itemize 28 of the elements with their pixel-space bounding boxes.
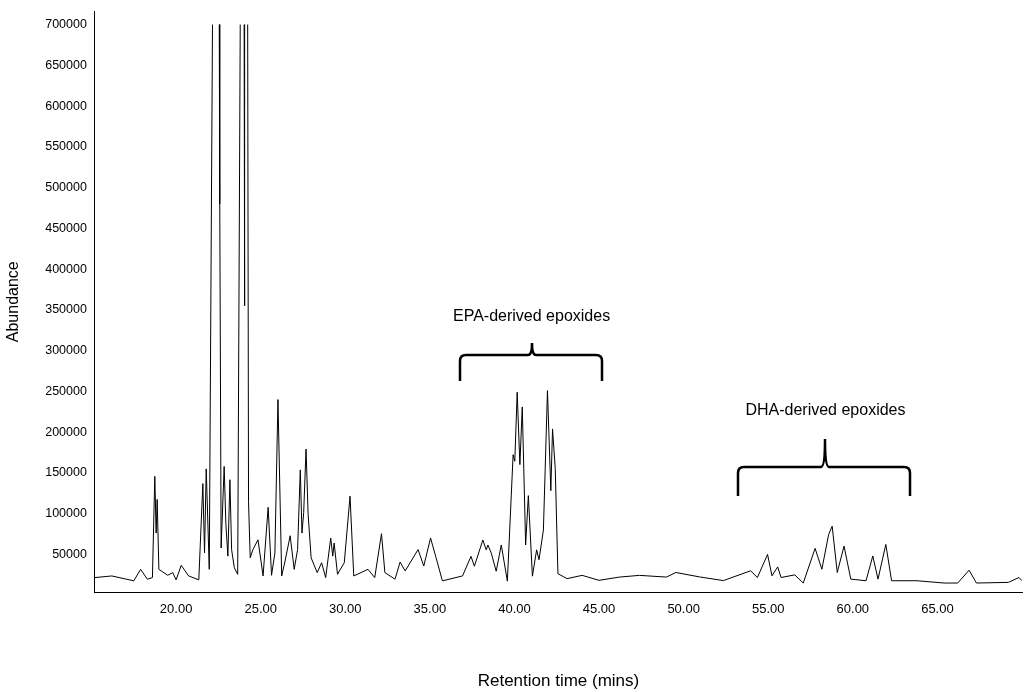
y-tick-label: 400000 [45,261,87,276]
x-tick-label: 40.00 [498,601,531,617]
x-tick-label: 45.00 [582,601,616,617]
x-tick-label: 65.00 [921,601,954,617]
y-tick-label: 700000 [45,17,87,31]
y-tick-label: 350000 [45,302,87,317]
y-tick-label: 100000 [45,506,87,521]
y-tick-label: 500000 [45,180,87,195]
y-tick-label: 550000 [45,139,87,154]
annotation: EPA-derived epoxides [453,307,611,325]
x-tick-label: 50.00 [667,601,700,617]
y-tick-label: 300000 [45,343,87,358]
y-tick-label: 50000 [52,546,87,561]
x-tick-label: 55.00 [751,601,785,617]
x-tick-label: 20.00 [159,601,193,617]
x-tick-label: 60.00 [836,601,870,617]
annotation: DHA-derived epoxides [745,401,906,419]
y-tick-label: 650000 [45,57,87,72]
x-tick-label: 25.00 [244,601,277,617]
y-axis-title: Abundance [4,261,22,343]
y-tick-label: 200000 [45,424,87,439]
x-axis-title: Retention time (mins) [477,671,640,691]
y-tick-label: 450000 [45,220,87,235]
y-tick-label: 150000 [45,465,87,480]
y-tick-label: 600000 [45,98,87,113]
x-tick-label: 35.00 [413,601,447,617]
y-tick-label: 250000 [45,383,87,398]
x-tick-label: 30.00 [329,601,362,617]
